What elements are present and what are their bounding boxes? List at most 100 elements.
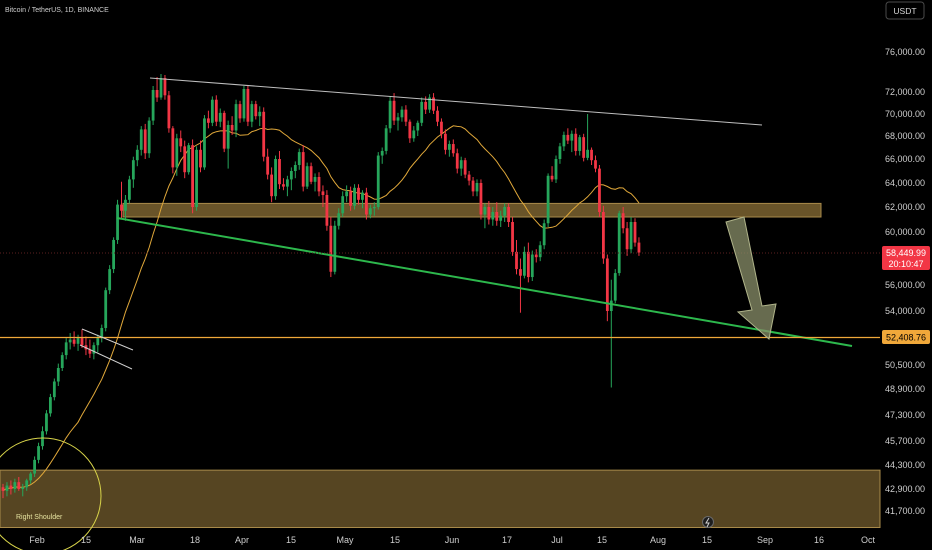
candle [108,265,112,295]
candle [357,184,360,205]
candle [5,482,9,497]
candle [167,91,171,133]
candle [274,155,277,200]
candle [447,140,451,157]
candle [617,210,621,276]
candle [376,152,380,210]
candle [451,139,455,157]
candle [60,352,64,371]
resistance-zone [122,202,822,218]
demand-zone [0,469,881,528]
candle [432,93,435,114]
candle [317,172,321,197]
price-tick-label: 66,000.00 [885,154,925,164]
candle [554,155,558,183]
candle [139,126,143,156]
candle [594,155,597,173]
candle [143,123,147,159]
candle [175,133,179,176]
candle [305,162,309,189]
candle [507,203,510,227]
price-tick-label: 68,000.00 [885,131,925,141]
price-tick-label: 54,000.00 [885,306,925,316]
candle [297,148,301,170]
candle [530,250,534,282]
candle [440,118,443,139]
candle [234,99,238,138]
candle [392,93,396,125]
candle [503,203,507,222]
candle [72,331,76,347]
candle [475,179,479,197]
candle [519,258,522,313]
time-tick-label: Sep [757,535,773,545]
symbol-title: Bitcoin / TetherUS, 1D, BINANCE [5,7,109,14]
price-tick-label: 45,700.00 [885,436,925,446]
candle [289,167,293,191]
candle [270,167,273,203]
candle [147,117,151,158]
time-tick-label: 15 [597,535,607,545]
candle [558,142,562,164]
time-axis[interactable]: Feb 15 Mar 18 Apr 15 May 15 Jun 17 Jul 15 Aug 15 Sep 16… [29,535,875,545]
candle [286,175,289,197]
candle [159,74,163,100]
candle [602,205,605,264]
candle [542,219,546,250]
candle [491,207,495,226]
candle [203,115,206,170]
price-axis[interactable]: 76,000.00 72,000.00 70,000.00 68,000.00 66,0… [885,47,925,516]
candle [13,478,17,493]
time-tick-label: 15 [702,535,712,545]
candle [33,456,36,477]
candle [349,186,352,211]
candle [384,125,388,155]
candle [428,94,431,113]
candle [266,148,270,180]
time-tick-label: Apr [235,535,249,545]
candle [444,129,447,155]
candle [17,477,21,491]
candle [282,178,285,191]
candle [605,254,609,322]
candle [301,145,305,192]
current-price-label: 58,449.99 [886,248,926,258]
upper-trendline [149,77,763,126]
time-tick-label: Aug [650,535,666,545]
candle [566,128,570,145]
time-tick-label: Oct [861,535,876,545]
candle [179,130,183,153]
currency-button[interactable]: USDT [885,1,925,20]
price-tick-label: 70,000.00 [885,109,925,119]
candle [29,471,33,484]
candle [582,133,586,162]
candle [495,202,499,226]
time-tick-label: 15 [286,535,296,545]
price-tick-label: 48,900.00 [885,384,925,394]
candle [100,324,104,343]
candle [131,156,135,188]
candle [25,478,29,491]
time-tick-label: 18 [190,535,200,545]
candle [499,210,503,227]
candle [309,162,313,185]
candle [262,107,266,162]
time-tick-label: Jun [445,535,460,545]
candle [471,177,475,197]
candle [56,363,60,386]
candle [37,442,40,464]
candle [333,220,337,275]
candle [112,237,115,274]
candle [238,100,242,123]
price-tick-label: 47,300.00 [885,410,925,420]
candle [578,134,582,156]
time-tick-label: 16 [814,535,824,545]
candle [278,150,281,189]
candle [523,246,526,279]
candle [135,145,139,167]
level-price-badge: 52,408.76 [882,330,930,344]
candle [337,208,341,230]
candle [625,222,629,256]
price-tick-label: 44,300.00 [885,460,925,470]
